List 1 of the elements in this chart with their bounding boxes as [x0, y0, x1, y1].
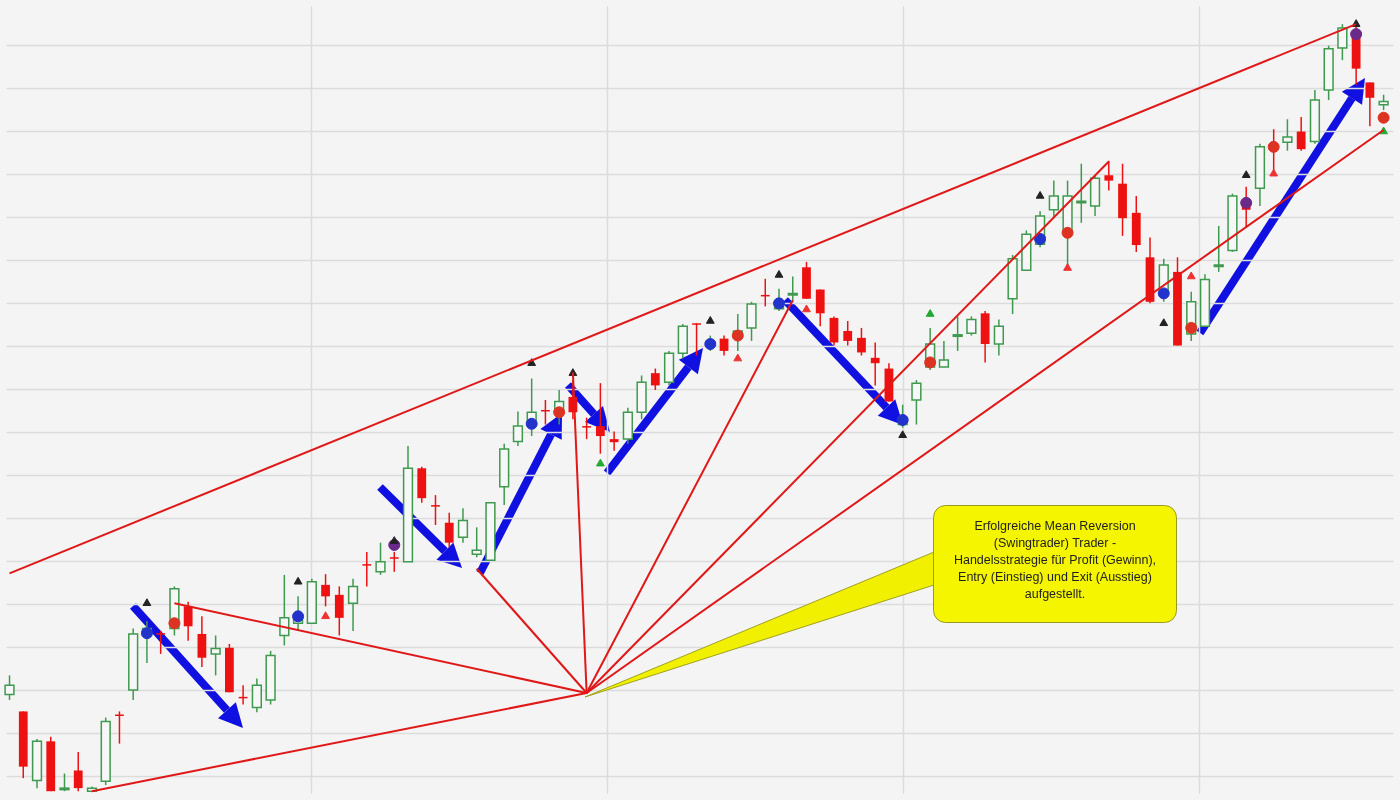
annotation: Erfolgreiche Mean Reversion (Swingtrader) Trader - Handelsstrategie für Profit (Gewinn), Entry (Einstieg) und Exit (Ausstieg) aufgestellt. [953, 519, 1157, 601]
